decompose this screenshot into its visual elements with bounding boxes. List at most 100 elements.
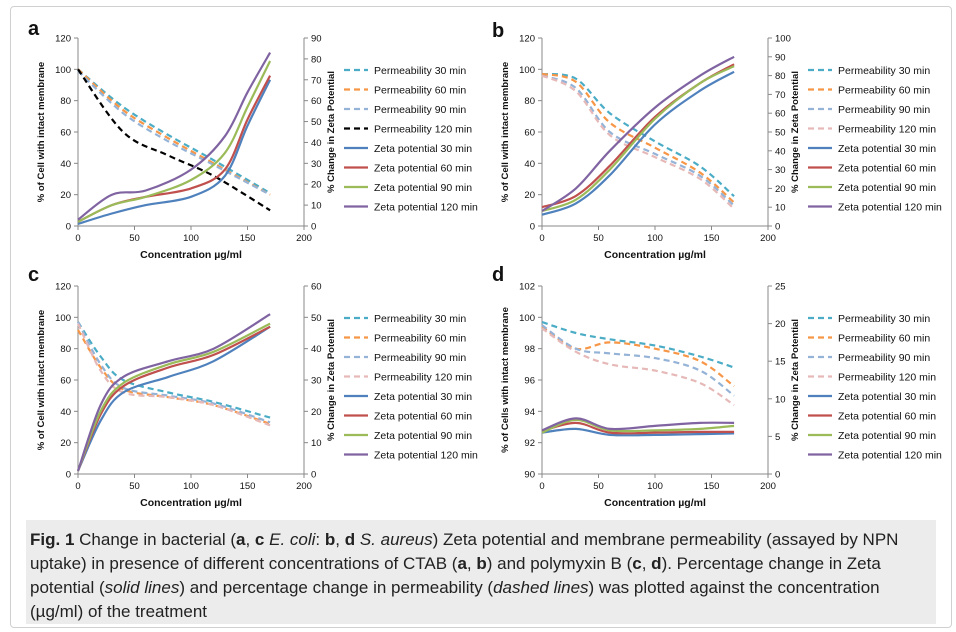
y-tick-label: 102	[519, 282, 535, 293]
series-line	[541, 55, 735, 212]
y2-axis-title: % Change in Zeta Potential	[326, 71, 337, 193]
y-tick-label: 20	[524, 190, 535, 201]
legend-label: Permeability 60 min	[374, 85, 466, 97]
x-tick-label: 200	[296, 481, 312, 492]
x-axis-title: Concentration µg/ml	[604, 497, 706, 509]
caption-species: S. aureus	[355, 530, 433, 549]
caption-ref: d	[344, 530, 356, 549]
chart-svg-a: 0 50 100 150 2000204060801001200102030405060…	[36, 34, 478, 262]
x-tick-label: 100	[647, 233, 663, 244]
y-tick-label: 0	[66, 222, 71, 233]
legend-label: Permeability 120 min	[838, 124, 936, 136]
x-axis-title: Concentration µg/ml	[604, 249, 706, 261]
y2-tick-label: 25	[775, 282, 786, 293]
chart-svg-b: 0 50 100 150 2000204060801001200102030405060…	[500, 34, 942, 262]
chart-panel-c: 0 50 100 150 200 0 20 40 60 80 100 120 0 10 20 30 40 50 60…	[22, 264, 492, 522]
series-line	[541, 427, 735, 437]
series-line	[541, 65, 735, 213]
y2-tick-label: 30	[311, 376, 322, 387]
y-tick-label: 90	[524, 470, 535, 481]
y2-tick-label: 60	[311, 282, 322, 293]
series-line	[77, 323, 271, 427]
caption-text: ,	[245, 530, 255, 549]
legend-label: Permeability 60 min	[838, 333, 930, 345]
y-tick-label: 0	[530, 222, 535, 233]
panel-label-a: a	[28, 18, 40, 40]
series-line	[77, 70, 271, 196]
legend-label: Zeta potential 60 min	[838, 411, 936, 423]
caption-text: ) Zeta potential and membrane permeabili…	[30, 530, 899, 573]
y-tick-label: 20	[60, 190, 71, 201]
series-line	[76, 313, 271, 472]
y2-tick-label: 0	[775, 470, 780, 481]
y2-axis-title: % Change in Zeta Potential	[326, 319, 337, 441]
caption-text: :	[315, 530, 325, 549]
y2-tick-label: 60	[775, 109, 786, 120]
caption-text: ) and percentage change in permeability …	[179, 578, 494, 597]
y-axis-title: % of Cell with intact membrane	[500, 62, 511, 202]
y2-tick-label: 50	[311, 117, 322, 128]
chart-svg-c: 0 50 100 150 2000204060801001200102030405060…	[36, 282, 478, 510]
y2-tick-label: 100	[775, 34, 791, 45]
y-tick-label: 20	[60, 438, 71, 449]
y-tick-label: 80	[60, 96, 71, 107]
y-tick-label: 100	[55, 65, 71, 76]
x-tick-label: 150	[240, 233, 256, 244]
panel-label-d: d	[492, 264, 505, 286]
figure-caption: Fig. 1 Change in bacterial (a, c E. coli…	[26, 520, 936, 624]
series-line	[541, 418, 735, 434]
legend-label: Zeta potential 90 min	[838, 430, 936, 442]
y2-tick-label: 20	[311, 407, 322, 418]
y2-axis-title: % Change in Zeta Potential	[790, 71, 801, 193]
series-line	[541, 74, 735, 207]
legend-label: Zeta potential 120 min	[838, 450, 942, 462]
y-tick-label: 100	[55, 313, 71, 324]
y2-tick-label: 50	[311, 313, 322, 324]
y2-tick-label: 20	[775, 184, 786, 195]
y2-tick-label: 40	[775, 146, 786, 157]
y-tick-label: 0	[66, 470, 71, 481]
y2-tick-label: 10	[311, 201, 322, 212]
chart-panel-b: 0 50 100 150 200 0 20 40 60 80 100 120 0 10 20 30 40 50 60…	[486, 16, 956, 274]
caption-ref: a	[236, 530, 246, 549]
y2-tick-label: 70	[311, 75, 322, 86]
y-tick-label: 120	[519, 34, 535, 45]
x-tick-label: 50	[593, 481, 604, 492]
x-tick-label: 100	[183, 481, 199, 492]
y2-tick-label: 0	[311, 470, 316, 481]
legend-label: Permeability 90 min	[374, 352, 466, 364]
series-line	[77, 321, 271, 424]
y2-tick-label: 0	[775, 222, 780, 233]
y2-tick-label: 15	[775, 357, 786, 368]
y2-tick-label: 20	[775, 319, 786, 330]
y-axis-title: % of Cell with intact membrane	[36, 310, 47, 450]
x-axis-title: Concentration µg/ml	[140, 249, 242, 261]
x-tick-label: 100	[183, 233, 199, 244]
series-line	[77, 68, 271, 196]
series-line	[77, 60, 272, 223]
y-tick-label: 120	[55, 282, 71, 293]
x-axis-title: Concentration µg/ml	[140, 497, 242, 509]
y2-tick-label: 0	[311, 222, 316, 233]
x-tick-label: 150	[704, 481, 720, 492]
series-line	[541, 72, 735, 198]
y2-tick-label: 30	[311, 159, 322, 170]
x-tick-label: 150	[704, 233, 720, 244]
series-line	[541, 74, 735, 210]
caption-ref: d	[651, 554, 662, 573]
legend-label: Zeta potential 120 min	[838, 202, 942, 214]
y2-tick-label: 10	[775, 394, 786, 405]
legend-label: Zeta potential 60 min	[374, 411, 472, 423]
legend-label: Zeta potential 90 min	[838, 182, 936, 194]
caption-text: ). Percentage change in Zeta potential (	[30, 554, 881, 597]
y-tick-label: 60	[60, 376, 71, 387]
y2-tick-label: 40	[311, 138, 322, 149]
y2-tick-label: 70	[775, 90, 786, 101]
legend-label: Permeability 30 min	[838, 313, 930, 325]
y-tick-label: 80	[524, 96, 535, 107]
legend-label: Permeability 120 min	[838, 372, 936, 384]
y-tick-label: 94	[524, 407, 535, 418]
y-tick-label: 98	[524, 344, 535, 355]
caption-dashed-lines: dashed lines	[493, 578, 589, 597]
caption-text: ,	[466, 554, 477, 573]
